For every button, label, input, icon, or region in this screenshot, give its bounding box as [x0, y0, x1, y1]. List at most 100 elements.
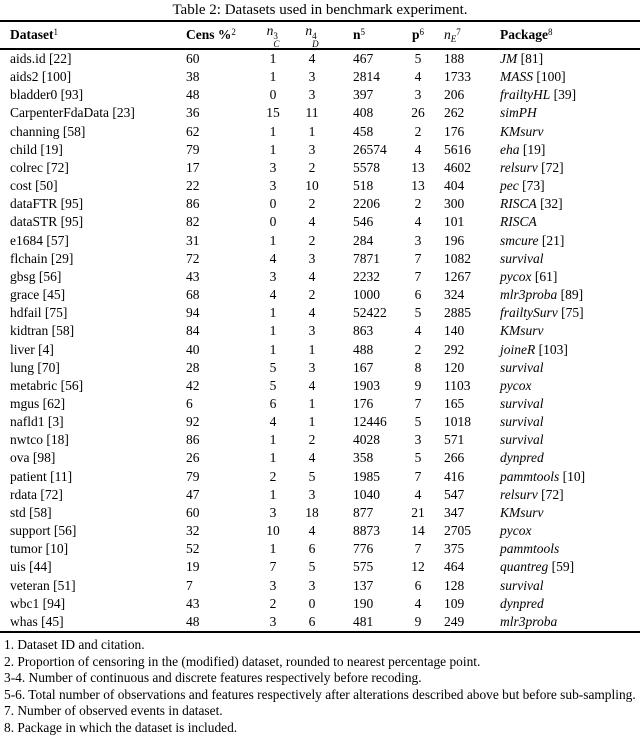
dataset-cell: grace [45]	[10, 287, 66, 303]
dataset-cell: rdata [72]	[10, 486, 63, 502]
cens-cell: 22	[186, 178, 200, 194]
table-row: e1684 [57] 31 1 2 284 3 196 smcure [21]	[0, 232, 640, 250]
package-citation: [32]	[536, 196, 563, 212]
package-cell: survival	[494, 250, 640, 268]
footnote: 7. Number of observed events in dataset.	[4, 703, 223, 719]
p-cell: 4	[414, 595, 422, 611]
package-name: quantreg	[500, 559, 549, 575]
ne-cell: 128	[444, 577, 465, 593]
nc-cell: 3	[269, 613, 277, 629]
ne-cell: 120	[444, 359, 465, 375]
nd-cell: 5	[308, 559, 316, 575]
nd-cell: 3	[308, 359, 316, 375]
table-row: child [19] 79 1 3 26574 4 5616 eha [19]	[0, 141, 640, 159]
package-cell: relsurv [72]	[494, 486, 640, 504]
package-name: frailtySurv	[500, 305, 558, 321]
table-row: metabric [56] 42 5 4 1903 9 1103 pycox	[0, 377, 640, 395]
ne-cell: 101	[444, 214, 465, 230]
ne-cell: 300	[444, 196, 465, 212]
p-cell: 12	[411, 559, 425, 575]
table-row: std [58] 60 3 18 877 21 347 KMsurv	[0, 504, 640, 522]
package-cell: KMsurv	[494, 123, 640, 141]
n-cell: 776	[353, 541, 374, 557]
p-cell: 4	[414, 69, 422, 85]
package-name: eha	[500, 141, 520, 157]
n-cell: 408	[353, 105, 374, 121]
cens-cell: 86	[186, 432, 200, 448]
footnote: 8. Package in which the dataset is inclu…	[4, 719, 238, 735]
ne-cell: 324	[444, 287, 465, 303]
nd-cell: 3	[308, 250, 316, 266]
table-row: aids.id [22] 60 1 4 467 5 188 JM [81]	[0, 49, 640, 68]
table-row: lung [70] 28 5 3 167 8 120 survival	[0, 359, 640, 377]
col-sub-ne: E	[450, 34, 457, 44]
ne-cell: 1018	[444, 414, 471, 430]
col-sup-nc: 3	[273, 30, 278, 41]
ne-cell: 196	[444, 232, 465, 248]
table-row: dataSTR [95] 82 0 4 546 4 101 RISCA	[0, 213, 640, 231]
package-cell: MASS [100]	[494, 68, 640, 86]
dataset-cell: child [19]	[10, 141, 63, 157]
package-cell: pycox	[494, 377, 640, 395]
p-cell: 14	[411, 523, 425, 539]
package-cell: survival	[494, 359, 640, 377]
package-cell: relsurv [72]	[494, 159, 640, 177]
package-name: relsurv	[500, 159, 538, 175]
dataset-cell: metabric [56]	[10, 377, 84, 393]
col-sup-p: 6	[419, 27, 425, 37]
p-cell: 4	[414, 214, 422, 230]
ne-cell: 140	[444, 323, 465, 339]
dataset-cell: lung [70]	[10, 359, 60, 375]
n-cell: 2206	[353, 196, 380, 212]
nc-cell: 6	[269, 395, 277, 411]
package-name: dynpred	[500, 595, 544, 611]
table-row: nafld1 [3] 92 4 1 12446 5 1018 survival	[0, 413, 640, 431]
table-row: nwtco [18] 86 1 2 4028 3 571 survival	[0, 431, 640, 449]
package-cell: smcure [21]	[494, 232, 640, 250]
package-cell: survival	[494, 577, 640, 595]
nd-cell: 4	[308, 51, 316, 66]
ne-cell: 176	[444, 123, 465, 139]
cens-cell: 86	[186, 196, 200, 212]
p-cell: 2	[414, 196, 422, 212]
ne-cell: 266	[444, 450, 465, 466]
col-header-package: Package8	[494, 21, 640, 49]
nd-cell: 2	[308, 159, 316, 175]
cens-cell: 79	[186, 468, 200, 484]
nd-cell: 6	[308, 541, 316, 557]
p-cell: 6	[414, 577, 422, 593]
table-row: dataFTR [95] 86 0 2 2206 2 300 RISCA [32]	[0, 195, 640, 213]
package-name: pammtools	[500, 541, 560, 557]
p-cell: 5	[414, 51, 422, 66]
cens-cell: 6	[186, 395, 193, 411]
n-cell: 2814	[353, 69, 380, 85]
footnote: 2. Proportion of censoring in the (modif…	[4, 653, 481, 669]
dataset-cell: CarpenterFdaData [23]	[10, 105, 135, 121]
nc-cell: 1	[269, 232, 277, 248]
package-citation: [73]	[518, 178, 545, 194]
p-cell: 9	[414, 377, 422, 393]
n-cell: 137	[353, 577, 374, 593]
package-citation: [39]	[550, 87, 577, 103]
p-cell: 6	[414, 287, 422, 303]
ne-cell: 1267	[444, 268, 471, 284]
package-cell: dynpred	[494, 449, 640, 467]
table-row: grace [45] 68 4 2 1000 6 324 mlr3proba [89]	[0, 286, 640, 304]
p-cell: 13	[411, 159, 425, 175]
nc-cell: 1	[269, 323, 277, 339]
p-cell: 8	[414, 359, 422, 375]
package-name: KMsurv	[500, 504, 544, 520]
p-cell: 7	[414, 395, 422, 411]
package-citation: [72]	[537, 486, 564, 502]
n-cell: 518	[353, 178, 374, 194]
dataset-cell: colrec [72]	[10, 159, 69, 175]
col-sup-n: 5	[360, 27, 366, 37]
package-citation: [61]	[531, 268, 558, 284]
dataset-cell: flchain [29]	[10, 250, 74, 266]
footnote: 3-4. Number of continuous and discrete f…	[4, 670, 422, 686]
package-name: RISCA	[500, 214, 537, 230]
col-label-n: n	[353, 27, 361, 42]
dataset-cell: dataFTR [95]	[10, 196, 84, 212]
